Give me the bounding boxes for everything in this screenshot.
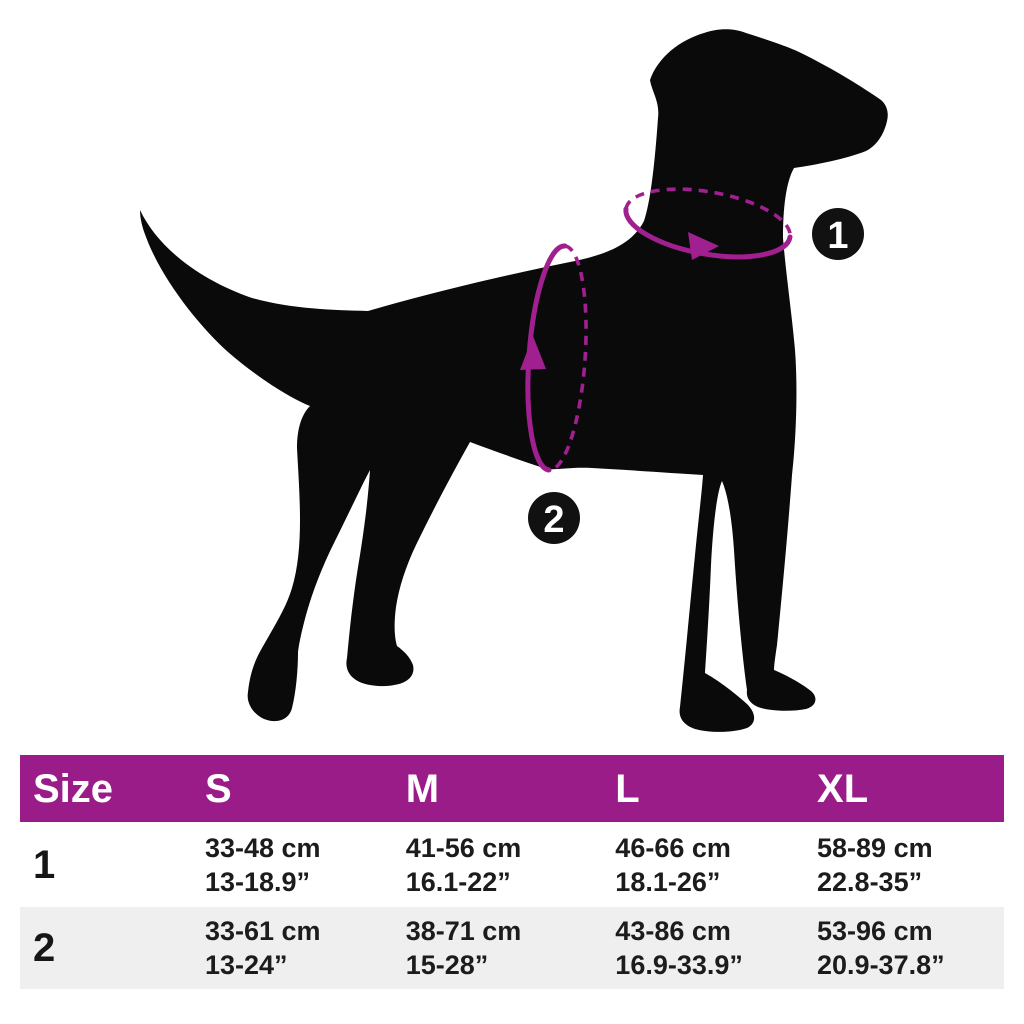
neck-loop-arrow-icon (688, 232, 719, 260)
value-cm: 46-66 cm (615, 832, 731, 863)
value-in: 15-28” (405, 950, 489, 980)
table-row-measure-1: 1 33-48 cm 13-18.9” 41-56 cm 16.1-22” 46… (20, 822, 1004, 907)
value-in: 16.1-22” (405, 866, 511, 897)
row-1-xl-cell: 58-89 cm 22.8-35” (817, 822, 1004, 907)
row-2-m-cell: 38-71 cm 15-28” (406, 907, 616, 989)
value-in: 16.9-33.9” (615, 950, 743, 980)
row-2-label: 2 (33, 926, 56, 970)
size-table: Size S M L XL 1 33-48 cm 13-18.9” 41-56 … (20, 755, 1004, 989)
chest-loop-dashed-arc (548, 244, 588, 472)
row-1-l-cell: 46-66 cm 18.1-26” (615, 822, 817, 907)
dog-silhouette-icon (140, 29, 888, 732)
row-2-xl-cell: 53-96 cm 20.9-37.8” (817, 907, 1004, 989)
value-in: 22.8-35” (817, 866, 923, 897)
header-l: L (615, 766, 640, 811)
value-cm: 33-61 cm (204, 916, 321, 946)
row-1-label: 1 (33, 842, 56, 887)
badge-2-circle (528, 492, 580, 544)
value-cm: 41-56 cm (405, 832, 522, 863)
row-1-s-cell: 33-48 cm 13-18.9” (205, 822, 406, 907)
neck-loop-dashed-arc (624, 187, 792, 238)
header-xl: XL (817, 766, 869, 811)
row-1-m-cell: 41-56 cm 16.1-22” (406, 822, 616, 907)
value-in: 13-24” (204, 950, 288, 980)
value-cm: 38-71 cm (405, 916, 522, 946)
value-cm: 43-86 cm (615, 916, 731, 946)
value-cm: 33-48 cm (204, 832, 321, 863)
header-s: S (204, 766, 232, 811)
row-2-l-cell: 43-86 cm 16.9-33.9” (615, 907, 817, 989)
header-size: Size (33, 766, 114, 811)
value-in: 18.1-26” (615, 866, 721, 897)
value-cm: 53-96 cm (817, 916, 933, 946)
measure-badge-1: 1 (812, 208, 864, 260)
value-in: 20.9-37.8” (817, 950, 945, 980)
table-row-measure-2: 2 33-61 cm 13-24” 38-71 cm 15-28” 43-86 … (20, 907, 1004, 989)
dog-measurement-diagram: 1 2 (140, 29, 888, 732)
value-in: 13-18.9” (204, 866, 311, 897)
badge-1-number: 1 (827, 215, 848, 257)
badge-2-number: 2 (543, 499, 564, 541)
measure-badge-2: 2 (528, 492, 580, 544)
chest-loop-arrow-icon (520, 336, 546, 370)
value-cm: 58-89 cm (817, 832, 933, 863)
badge-1-circle (812, 208, 864, 260)
size-table-header-row: Size S M L XL (20, 755, 1004, 822)
header-m: M (405, 766, 440, 811)
row-2-s-cell: 33-61 cm 13-24” (205, 907, 406, 989)
